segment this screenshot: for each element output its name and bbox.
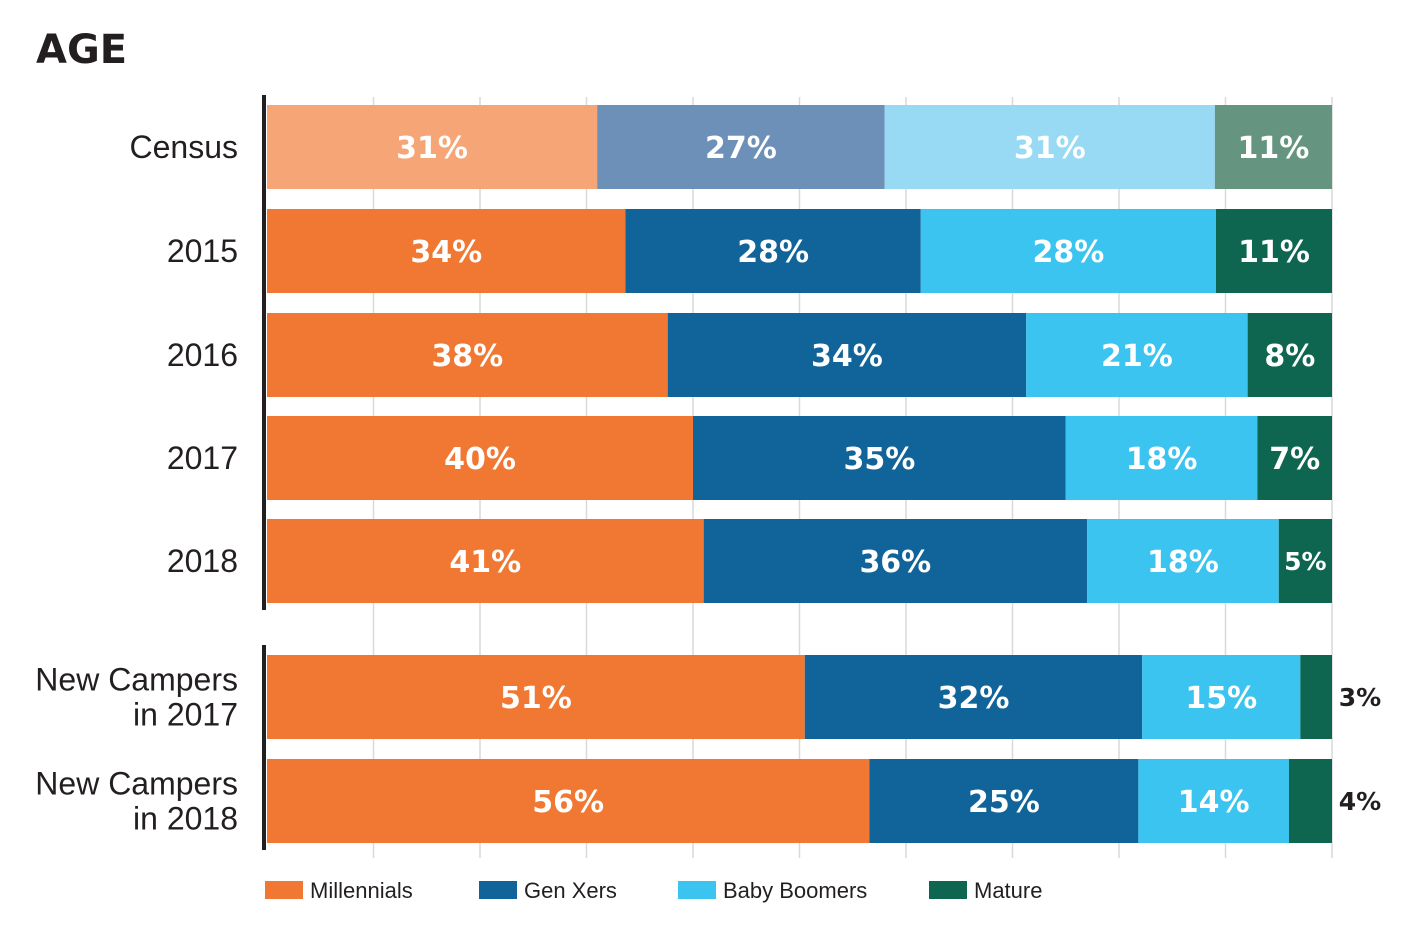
- bar-segment: [1142, 655, 1301, 739]
- bar-segment: [267, 519, 704, 603]
- legend-label: Mature: [974, 878, 1042, 903]
- bar-value-label: 34%: [410, 235, 482, 270]
- bar-segment: [869, 759, 1139, 843]
- bar-segment: [667, 313, 1027, 397]
- bar-value-label: 18%: [1126, 442, 1198, 477]
- bar-value-label: 7%: [1269, 442, 1320, 477]
- bar-value-label: 15%: [1185, 681, 1257, 716]
- bar-row: 41% 36% 18% 5%: [267, 519, 1332, 603]
- bar-value-label: 8%: [1264, 339, 1315, 374]
- bar-value-label: 14%: [1178, 785, 1250, 820]
- bar-segment: [267, 655, 805, 739]
- category-label: Census: [130, 129, 239, 165]
- bar-row: 51% 32% 15% 3%: [267, 655, 1381, 739]
- bar-segment: [920, 209, 1217, 293]
- category-label: 2017: [167, 440, 238, 476]
- legend-item: Millennials: [265, 878, 413, 903]
- legend-swatch: [479, 881, 517, 899]
- bar-segment: [597, 105, 885, 189]
- legend-label: Millennials: [310, 878, 413, 903]
- category-label: 2016: [167, 337, 238, 373]
- category-label-line: New Campers: [35, 765, 238, 801]
- category-label: 2015: [167, 233, 238, 269]
- category-label-line: 2016: [167, 337, 238, 373]
- category-label-line: Census: [130, 129, 239, 165]
- bar-segment: [1026, 313, 1248, 397]
- category-label-line: 2017: [167, 440, 238, 476]
- bar-segment: [693, 416, 1066, 500]
- bar-value-label: 31%: [396, 131, 468, 166]
- bar-value-label: 38%: [431, 339, 503, 374]
- chart-title: AGE: [36, 27, 127, 73]
- bar-segment: [625, 209, 921, 293]
- bar-value-label: 51%: [500, 681, 572, 716]
- bar-area: 31% 27% 31% 11% 34% 28% 28% 11% 38% 34% 21% 8% 40% 35…: [267, 105, 1381, 843]
- legend-item: Mature: [929, 878, 1042, 903]
- bar-value-label: 36%: [859, 545, 931, 580]
- bar-segment: [1087, 519, 1279, 603]
- bar-value-label: 40%: [444, 442, 516, 477]
- bar-segment: [1247, 313, 1332, 397]
- bar-segment: [1288, 759, 1332, 843]
- bar-value-label: 56%: [532, 785, 604, 820]
- legend-item: Baby Boomers: [678, 878, 867, 903]
- category-label-line: in 2018: [133, 800, 238, 836]
- bar-segment: [267, 416, 693, 500]
- bar-value-label: 3%: [1339, 683, 1381, 712]
- category-label: New Campers in 2018: [35, 765, 238, 836]
- bar-segment: [267, 759, 870, 843]
- category-label-line: in 2017: [133, 696, 238, 732]
- legend-swatch: [929, 881, 967, 899]
- bar-value-label: 27%: [705, 131, 777, 166]
- bar-segment: [703, 519, 1088, 603]
- category-label-line: 2018: [167, 543, 238, 579]
- bar-value-label: 11%: [1238, 131, 1310, 166]
- bar-segment: [267, 313, 668, 397]
- bar-segment: [1300, 655, 1332, 739]
- bar-segment: [267, 105, 598, 189]
- bar-segment: [1257, 416, 1332, 500]
- category-label-line: 2015: [167, 233, 238, 269]
- bar-value-label: 5%: [1284, 547, 1326, 576]
- legend-item: Gen Xers: [479, 878, 617, 903]
- bar-row: 31% 27% 31% 11%: [267, 105, 1332, 189]
- bar-segment: [1216, 209, 1332, 293]
- bar-row: 56% 25% 14% 4%: [267, 759, 1381, 843]
- bar-row: 38% 34% 21% 8%: [267, 313, 1332, 397]
- legend-label: Gen Xers: [524, 878, 617, 903]
- bar-segment: [884, 105, 1215, 189]
- bar-segment: [1278, 519, 1332, 603]
- bar-value-label: 32%: [938, 681, 1010, 716]
- bar-value-label: 25%: [968, 785, 1040, 820]
- bar-segment: [267, 209, 626, 293]
- bar-segment: [1214, 105, 1332, 189]
- bar-value-label: 31%: [1014, 131, 1086, 166]
- bar-value-label: 4%: [1339, 787, 1381, 816]
- category-label: New Campers in 2017: [35, 661, 238, 732]
- bar-segment: [1065, 416, 1258, 500]
- category-label-line: New Campers: [35, 661, 238, 697]
- bar-value-label: 28%: [737, 235, 809, 270]
- bar-value-label: 41%: [449, 545, 521, 580]
- bar-value-label: 18%: [1147, 545, 1219, 580]
- category-label: 2018: [167, 543, 238, 579]
- bar-value-label: 21%: [1101, 339, 1173, 374]
- legend-swatch: [265, 881, 303, 899]
- legend-label: Baby Boomers: [723, 878, 867, 903]
- legend: Millennials Gen Xers Baby Boomers Mature: [265, 878, 1042, 903]
- bar-segment: [1138, 759, 1289, 843]
- bar-value-label: 35%: [843, 442, 915, 477]
- bar-segment: [804, 655, 1143, 739]
- bar-value-label: 28%: [1032, 235, 1104, 270]
- bar-row: 40% 35% 18% 7%: [267, 416, 1332, 500]
- bar-value-label: 11%: [1238, 235, 1310, 270]
- legend-swatch: [678, 881, 716, 899]
- bar-value-label: 34%: [811, 339, 883, 374]
- bar-row: 34% 28% 28% 11%: [267, 209, 1332, 293]
